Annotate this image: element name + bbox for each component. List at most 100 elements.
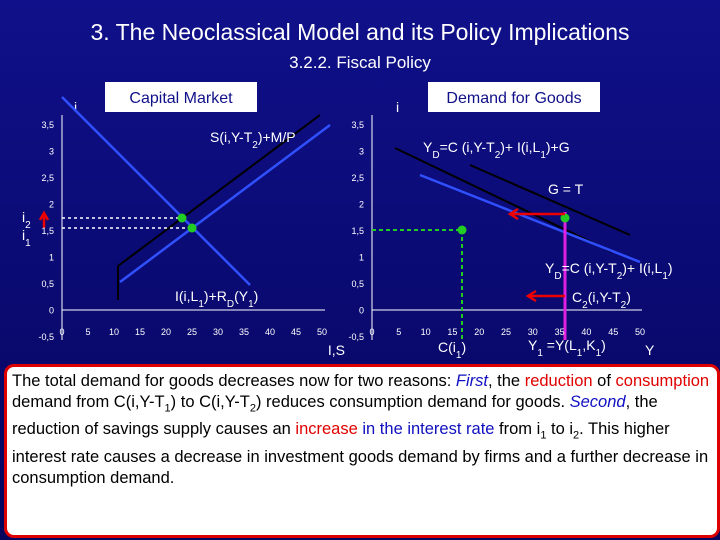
text: , the	[488, 372, 525, 390]
y-tick-label: 3	[49, 147, 54, 157]
text: . This higher interest rate causes a dec…	[12, 420, 709, 487]
text-run: )+ I(i,L	[622, 260, 662, 276]
text: ) reduces consumption demand for goods.	[255, 393, 570, 411]
text-run: C	[572, 289, 582, 305]
text: , the reduction of savings supply causes…	[12, 393, 658, 439]
x-tick-label: 35	[239, 327, 249, 337]
y-tick-label: 2	[49, 200, 54, 210]
y-tick-label: 0,5	[351, 279, 364, 289]
text-run: )	[461, 339, 466, 355]
supply-old	[119, 123, 331, 284]
x-tick-label: 25	[501, 327, 511, 337]
text-run: 1	[456, 350, 462, 361]
text-run: Y	[545, 260, 555, 276]
arrow	[525, 289, 565, 303]
y-tick-label: -0,5	[348, 332, 364, 342]
axis-label: i	[396, 99, 399, 115]
text-run: 2	[252, 140, 258, 151]
text: increase	[295, 420, 358, 439]
text-run: 1	[662, 271, 668, 282]
x-tick-label: 30	[213, 327, 223, 337]
x-tick-label: 5	[85, 327, 90, 337]
x-tick-label: 45	[291, 327, 301, 337]
demand-curve	[394, 147, 613, 253]
text-run: (i,Y-T	[588, 289, 621, 305]
arrow	[507, 207, 565, 221]
text-run: )	[601, 337, 606, 353]
y-tick-label: -0,5	[38, 332, 54, 342]
text-run: =C (i,Y-T	[440, 139, 496, 155]
text-run: 1	[596, 348, 602, 359]
text: to i	[546, 420, 574, 439]
y-tick-label: 2,5	[41, 173, 54, 183]
x-tick-label: 10	[109, 327, 119, 337]
supply-new	[117, 114, 321, 267]
text: The total demand for goods decreases now…	[12, 372, 456, 390]
subtitle: 3.2.2. Fiscal Policy	[289, 53, 431, 72]
text-run: i	[22, 209, 25, 225]
text-run: S(i,Y-T	[210, 129, 253, 145]
x-tick-label: 15	[135, 327, 145, 337]
x-tick-label: 15	[447, 327, 457, 337]
text: consumption	[615, 372, 710, 390]
text-run: Y	[528, 337, 538, 353]
text: ) to C(i,Y-T	[170, 393, 250, 411]
i2-label: i2	[22, 209, 31, 231]
arrow	[38, 210, 50, 228]
demand-curve	[469, 164, 631, 236]
explanation: The total demand for goods decreases now…	[4, 364, 720, 538]
text-run: 2	[25, 220, 31, 231]
x-tick-label: 20	[161, 327, 171, 337]
panel-title: Demand for Goods	[446, 90, 581, 107]
text: Second	[569, 393, 626, 411]
title: 3. The Neoclassical Model and its Policy…	[90, 19, 629, 45]
demand-label: YD=C (i,Y-T2)+ I(i,L1)+G	[423, 139, 570, 161]
y-tick-label: 3,5	[351, 120, 364, 130]
text-run: 2	[621, 300, 627, 311]
demand-line	[61, 96, 251, 286]
x-tick-label: 10	[421, 327, 431, 337]
text: of	[592, 372, 616, 390]
equilibrium	[560, 213, 570, 223]
text: 2	[249, 402, 256, 415]
x-tick-label: 0	[59, 327, 64, 337]
text-run: D	[227, 299, 234, 310]
x-tick-label: 35	[555, 327, 565, 337]
text-run: 1	[198, 299, 204, 310]
y-tick-label: 1	[359, 253, 364, 263]
demand-label: I(i,L1)+RD(Y1)	[175, 288, 258, 310]
x-tick-label: 20	[474, 327, 484, 337]
demand-curve	[419, 173, 641, 264]
text: 1	[540, 429, 547, 442]
x-tick-label: 50	[635, 327, 645, 337]
y-tick-label: 3	[359, 147, 364, 157]
text-run: 2	[617, 271, 623, 282]
text-run: )+M/P	[258, 129, 296, 145]
consumption-label: C(i1)	[438, 339, 466, 361]
y-tick-label: 2	[359, 200, 364, 210]
text-run: (Y	[234, 288, 249, 304]
equilibrium	[457, 225, 467, 235]
axis-label: i	[74, 99, 77, 115]
panel-title-box	[428, 82, 600, 112]
axis-label: Y	[645, 342, 655, 358]
x-tick-label: 5	[396, 327, 401, 337]
i1-label: i1	[22, 227, 31, 249]
g-t-label: G = T	[548, 181, 584, 197]
text-run: 1	[577, 348, 583, 359]
text: 1	[164, 402, 171, 415]
text-run: )	[254, 288, 259, 304]
x-tick-label: 30	[528, 327, 538, 337]
x-tick-label: 25	[187, 327, 197, 337]
text: demand from C(i,Y-T	[12, 393, 165, 411]
demand-label: YD=C (i,Y-T2)+ I(i,L1)	[545, 260, 673, 282]
text-run: )	[668, 260, 673, 276]
text: 2	[573, 429, 580, 442]
text-run: )+R	[204, 288, 227, 304]
text-run: i	[22, 227, 25, 243]
text: reduction	[524, 372, 593, 390]
text-run: ,K	[582, 337, 596, 353]
equilibrium	[187, 223, 197, 233]
